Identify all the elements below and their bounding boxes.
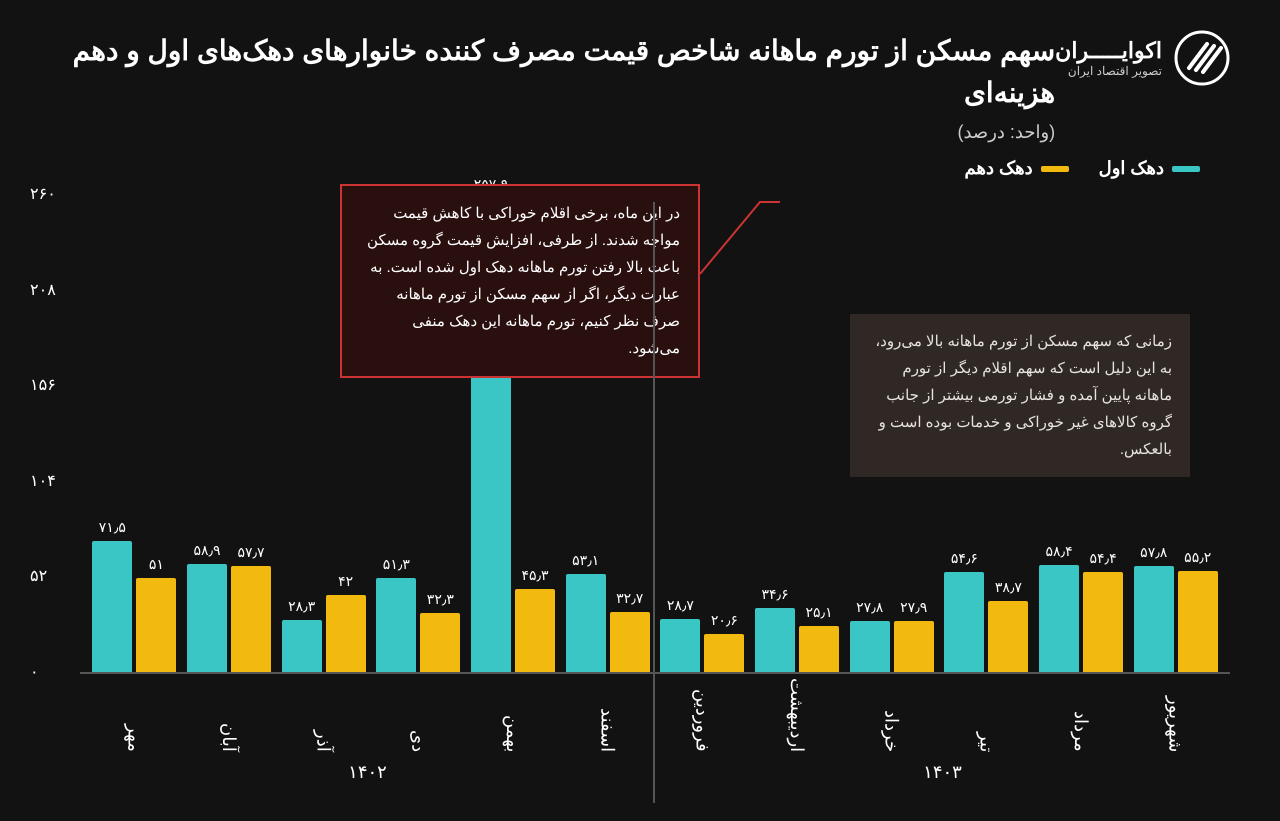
bar-value-label: ۵۷٫۷ [237, 544, 264, 561]
y-tick-label: ۱۰۴ [30, 471, 70, 491]
bar-value-label: ۳۲٫۳ [427, 591, 454, 608]
bar-value-label: ۲۸٫۳ [288, 598, 315, 615]
bar-series1: ۲۸٫۳ [282, 620, 322, 672]
bar-value-label: ۵۱ [149, 556, 164, 573]
bar-series1: ۵۷٫۸ [1134, 566, 1174, 672]
year-separator [653, 202, 655, 803]
bar-series1: ۲۸٫۷ [660, 619, 700, 672]
bar-series1: ۵۸٫۴ [1039, 565, 1079, 672]
chart-subtitle: (واحد: درصد) [50, 122, 1055, 143]
x-tick-label: مهر [90, 682, 179, 752]
legend-swatch [1172, 166, 1200, 172]
bar-value-label: ۵۸٫۴ [1046, 543, 1073, 560]
bar-value-label: ۵۷٫۸ [1140, 544, 1167, 561]
bar-series2: ۲۵٫۱ [799, 626, 839, 672]
chart: ۷۱٫۵۵۱۵۸٫۹۵۷٫۷۲۸٫۳۴۲۵۱٫۳۳۲٫۳۲۵۷٫۹۴۵٫۳۵۳٫… [0, 194, 1280, 783]
y-tick-label: ۲۰۸ [30, 280, 70, 300]
year-axis: ۱۴۰۲۱۴۰۳ [80, 762, 1230, 783]
header: اکوایـــــران تصویر اقتصاد ایران سهم مسک… [0, 0, 1280, 153]
bar-group: ۵۸٫۹۵۷٫۷ [185, 194, 274, 672]
bar-value-label: ۵۳٫۱ [572, 552, 599, 569]
bar-series2: ۵۴٫۴ [1083, 572, 1123, 672]
x-tick-label: اردیبهشت [753, 682, 842, 752]
bar-series1: ۷۱٫۵ [92, 541, 132, 672]
bar-group: ۳۴٫۶۲۵٫۱ [753, 194, 842, 672]
x-axis-labels: مهرآبانآذردیبهمناسفندفروردیناردیبهشتخردا… [80, 674, 1230, 752]
bar-series2: ۲۰٫۶ [704, 634, 744, 672]
x-tick-label: خرداد [847, 682, 936, 752]
bar-series1: ۳۴٫۶ [755, 608, 795, 672]
y-tick-label: ۰ [30, 662, 70, 682]
bar-series2: ۳۲٫۳ [420, 613, 460, 672]
x-tick-label: تیر [942, 682, 1031, 752]
bar-value-label: ۴۵٫۳ [521, 567, 548, 584]
bar-series2: ۵۵٫۲ [1178, 571, 1218, 672]
y-tick-label: ۱۵۶ [30, 375, 70, 395]
chart-area: ۷۱٫۵۵۱۵۸٫۹۵۷٫۷۲۸٫۳۴۲۵۱٫۳۳۲٫۳۲۵۷٫۹۴۵٫۳۵۳٫… [80, 194, 1230, 674]
bar-series2: ۳۲٫۷ [610, 612, 650, 672]
bar-value-label: ۲۷٫۸ [856, 599, 883, 616]
bar-value-label: ۵۱٫۳ [383, 556, 410, 573]
x-tick-label: دی [374, 682, 463, 752]
bar-series2: ۴۵٫۳ [515, 589, 555, 672]
bar-value-label: ۲۵٫۱ [805, 604, 832, 621]
annotation-box-general: زمانی که سهم مسکن از تورم ماهانه بالا می… [850, 314, 1190, 477]
bar-value-label: ۵۸٫۹ [193, 542, 220, 559]
bar-series1: ۵۱٫۳ [376, 578, 416, 672]
logo: اکوایـــــران تصویر اقتصاد ایران [1055, 30, 1230, 86]
legend-label: دهک دهم [965, 158, 1033, 179]
x-tick-label: آذر [279, 682, 368, 752]
bar-value-label: ۳۲٫۷ [616, 590, 643, 607]
bar-series2: ۵۱ [136, 578, 176, 672]
annotation-box-callout: در این ماه، برخی اقلام خوراکی با کاهش قی… [340, 184, 700, 378]
chart-title: سهم مسکن از تورم ماهانه شاخص قیمت مصرف ک… [50, 30, 1055, 114]
bar-series2: ۵۷٫۷ [231, 566, 271, 672]
y-tick-label: ۲۶۰ [30, 184, 70, 204]
bar-value-label: ۴۲ [338, 573, 353, 590]
bar-series1: ۵۴٫۶ [944, 572, 984, 672]
bar-series1: ۵۸٫۹ [187, 564, 227, 672]
x-tick-label: آبان [185, 682, 274, 752]
year-group-label: ۱۴۰۲ [80, 762, 655, 783]
bar-value-label: ۳۴٫۶ [761, 586, 788, 603]
legend-item-series2: دهک دهم [965, 158, 1069, 179]
bar-value-label: ۳۸٫۷ [995, 579, 1022, 596]
year-group-label: ۱۴۰۳ [655, 762, 1230, 783]
legend-label: دهک اول [1099, 158, 1164, 179]
logo-tagline: تصویر اقتصاد ایران [1055, 64, 1162, 78]
x-tick-label: اسفند [563, 682, 652, 752]
x-tick-label: بهمن [469, 682, 558, 752]
bar-value-label: ۲۸٫۷ [667, 597, 694, 614]
bar-value-label: ۲۷٫۹ [900, 599, 927, 616]
y-tick-label: ۵۲ [30, 566, 70, 586]
legend-item-series1: دهک اول [1099, 158, 1200, 179]
bar-series2: ۳۸٫۷ [988, 601, 1028, 672]
bar-series1: ۵۳٫۱ [566, 574, 606, 672]
bar-value-label: ۲۰٫۶ [711, 612, 738, 629]
legend-swatch [1041, 166, 1069, 172]
x-tick-label: مرداد [1037, 682, 1126, 752]
logo-name: اکوایـــــران [1055, 38, 1162, 64]
bar-series2: ۴۲ [326, 595, 366, 672]
bar-value-label: ۵۴٫۴ [1090, 550, 1117, 567]
bar-value-label: ۵۵٫۲ [1184, 549, 1211, 566]
bar-series1: ۲۷٫۸ [850, 621, 890, 672]
bar-value-label: ۷۱٫۵ [99, 519, 126, 536]
x-tick-label: شهریور [1131, 682, 1220, 752]
x-tick-label: فروردین [658, 682, 747, 752]
logo-icon [1174, 30, 1230, 86]
bar-series2: ۲۷٫۹ [894, 621, 934, 672]
bar-value-label: ۵۴٫۶ [951, 550, 978, 567]
bar-group: ۷۱٫۵۵۱ [90, 194, 179, 672]
